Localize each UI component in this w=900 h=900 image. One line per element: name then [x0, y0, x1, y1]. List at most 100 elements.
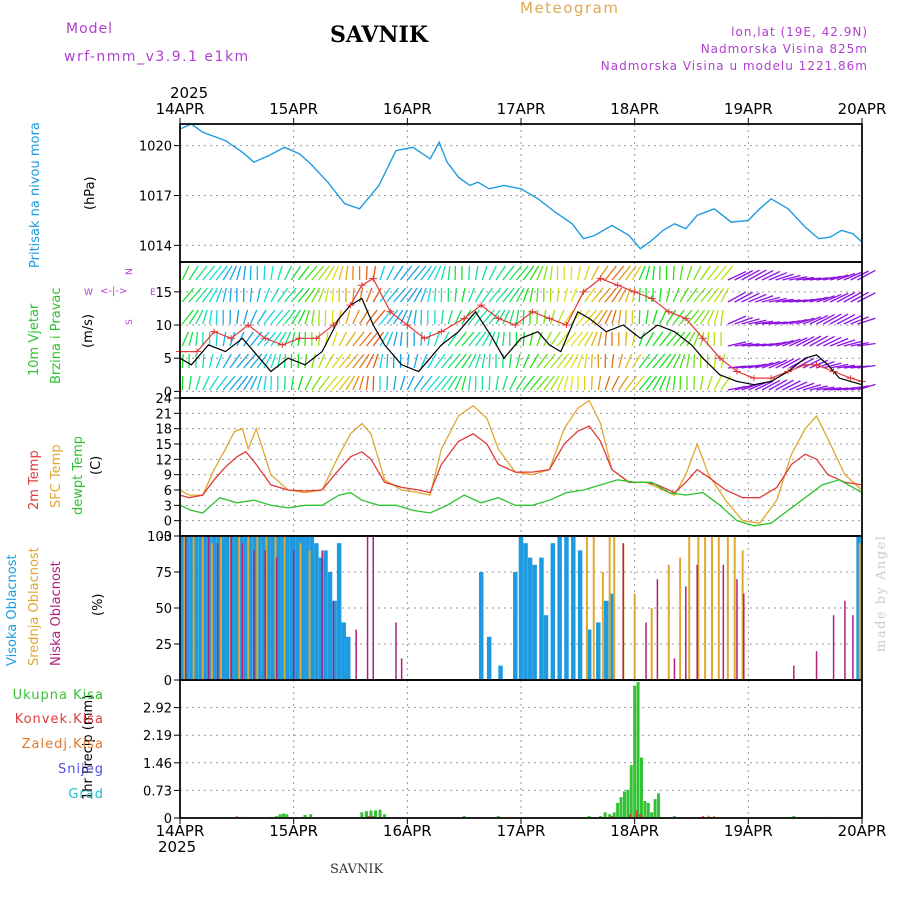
wind-arrow	[304, 375, 313, 391]
cloud-high-bar	[189, 536, 194, 680]
wind-arrow	[256, 375, 262, 391]
wind-arrow	[222, 331, 227, 347]
precip-conv-bar	[701, 816, 704, 818]
ytick-label: 9	[164, 469, 172, 484]
wind-arrow	[468, 287, 475, 303]
wind-arrow	[659, 309, 668, 325]
wind-arrow	[413, 265, 427, 281]
cloud-high-bar	[336, 543, 342, 680]
cloud-mid-bar	[265, 536, 268, 680]
cloud-low-bar	[216, 543, 219, 680]
wind-arrow	[188, 309, 199, 325]
wind-arrow	[693, 309, 706, 325]
wind-arrow	[611, 265, 625, 281]
wind-arrow	[672, 265, 675, 281]
ytick-label: 2.92	[143, 702, 172, 717]
precip-total-bar	[360, 812, 364, 818]
wind-arrow	[229, 331, 236, 347]
precip-total-bar	[657, 793, 661, 818]
wind-arrow	[468, 331, 481, 347]
cloud-high-bar	[266, 536, 271, 680]
wind-arrow	[679, 287, 689, 303]
wind-arrow	[761, 270, 781, 281]
wind-arrow	[816, 313, 835, 325]
wind-arrow	[243, 265, 247, 281]
wind-arrow	[522, 375, 535, 391]
precip-total-bar	[285, 814, 289, 818]
wind-arrow	[454, 375, 462, 391]
wind-arrow	[611, 287, 623, 303]
wind-arrow	[400, 265, 413, 281]
wind-arrow	[290, 309, 302, 325]
wind-arrow	[584, 331, 594, 347]
ytick-label: 0.73	[143, 784, 172, 799]
cloud-high-bar	[539, 557, 544, 680]
wind-arrow	[427, 353, 437, 369]
wind-arrow	[741, 292, 760, 303]
wind-arrow	[755, 320, 774, 325]
wind-arrow	[318, 375, 331, 391]
compass-e: E	[150, 288, 156, 298]
wind-arrow	[699, 375, 704, 391]
wind-arrow	[297, 265, 310, 281]
wind-arrow	[406, 265, 420, 281]
page-title: SAVNIK	[330, 22, 428, 48]
cloud-high-bar	[202, 536, 208, 680]
legend-hail: Grad	[68, 787, 104, 802]
cloud-high-bar	[193, 536, 199, 680]
wind-arrow	[195, 309, 204, 325]
precip-frz-bar	[235, 816, 238, 818]
wind-arrow	[352, 331, 365, 347]
cloud-high-bar	[323, 550, 328, 680]
precip-total-bar	[643, 800, 647, 818]
wind-arrow	[584, 353, 588, 369]
wind-arrow	[638, 331, 646, 347]
panel-frame-pressure	[179, 123, 863, 263]
cloud-mid-bar	[299, 543, 302, 680]
ytick-label: 3	[164, 499, 172, 514]
wind-arrow	[625, 375, 638, 391]
wind-arrow	[857, 364, 876, 369]
wind-arrow	[802, 316, 822, 325]
wind-arrow	[590, 265, 600, 281]
wind-arrow	[249, 309, 258, 325]
cloud-low-bar	[743, 593, 745, 680]
wind-arrow	[775, 379, 794, 391]
wind-arrow	[393, 287, 407, 303]
wind-arrow	[665, 353, 677, 369]
wind-arrow	[700, 309, 711, 325]
wind-arrow	[188, 265, 199, 281]
wind-arrow	[782, 357, 801, 369]
precip-total-bar	[672, 816, 676, 818]
wind-arrow	[734, 270, 753, 281]
cloud-high-bar	[300, 536, 306, 680]
cloud-low-bar	[395, 622, 397, 680]
model-elevation: Nadmorska Visina u modelu 1221.86m	[600, 59, 868, 73]
xtick-top-label: 15APR	[269, 100, 318, 118]
wind-arrow	[215, 265, 228, 281]
wind-arrow	[502, 375, 508, 391]
precip-total-bar	[653, 799, 657, 818]
wind-arrow	[693, 287, 706, 303]
wind-arrow	[604, 331, 608, 347]
precip-conv-bar	[367, 816, 370, 818]
year-top: 2025	[170, 84, 209, 102]
temp2m-line	[179, 425, 863, 499]
ytick-label: 0	[164, 812, 172, 827]
xtick-bottom-label: 14APR	[156, 822, 205, 840]
wind-arrow	[352, 353, 365, 369]
wind-arrow	[461, 375, 467, 391]
wind-arrow	[393, 309, 404, 325]
wind-arrow	[434, 265, 442, 281]
wind-arrow	[481, 265, 488, 281]
cloud-mid-bar	[283, 536, 286, 680]
wind-arrow	[672, 353, 681, 369]
wind-arrow	[761, 379, 781, 391]
wind-arrow	[399, 375, 406, 391]
ytick-label: -3	[159, 530, 172, 545]
wind-arrow	[713, 309, 719, 325]
wind-arrow	[836, 291, 856, 303]
wind-arrow	[509, 309, 515, 325]
elevation: Nadmorska Visina 825m	[700, 42, 868, 56]
